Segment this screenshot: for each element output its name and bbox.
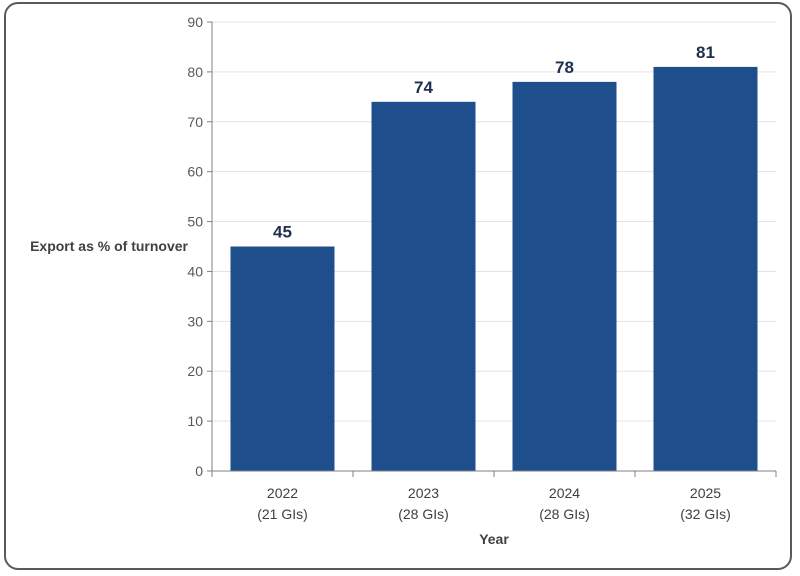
y-tick-label: 50 [187,214,203,230]
data-label: 78 [555,58,574,77]
data-label: 45 [273,223,292,242]
y-axis-title: Export as % of turnover [30,238,188,254]
bar-2023 [371,101,476,472]
x-category-year: 2025 [690,485,721,501]
y-tick-label: 90 [187,14,203,30]
axes [207,21,777,477]
bars [230,66,758,472]
y-tick-label: 0 [195,463,203,479]
y-tick-labels: 0 10 20 30 40 50 60 70 80 90 [187,14,203,479]
x-category-year: 2024 [549,485,580,501]
data-labels: 45 74 78 81 [273,43,715,242]
x-category-note: (32 GIs) [680,506,731,522]
x-category-note: (21 GIs) [257,506,308,522]
bar-2024 [512,81,617,471]
data-label: 81 [696,43,715,62]
bar-2022 [230,246,335,471]
x-category-year: 2023 [408,485,439,501]
x-category-note: (28 GIs) [539,506,590,522]
x-axis-title: Year [479,531,509,547]
y-tick-label: 40 [187,263,203,279]
y-tick-label: 20 [187,363,203,379]
y-tick-label: 80 [187,64,203,80]
y-tick-label: 70 [187,114,203,130]
x-category-year: 2022 [267,485,298,501]
x-category-labels: 2022 (21 GIs) 2023 (28 GIs) 2024 (28 GIs) 2025… [257,485,731,522]
bar-2025 [653,66,758,472]
y-tick-label: 10 [187,413,203,429]
data-label: 74 [414,78,433,97]
y-tick-label: 30 [187,313,203,329]
x-category-note: (28 GIs) [398,506,449,522]
y-tick-label: 60 [187,164,203,180]
